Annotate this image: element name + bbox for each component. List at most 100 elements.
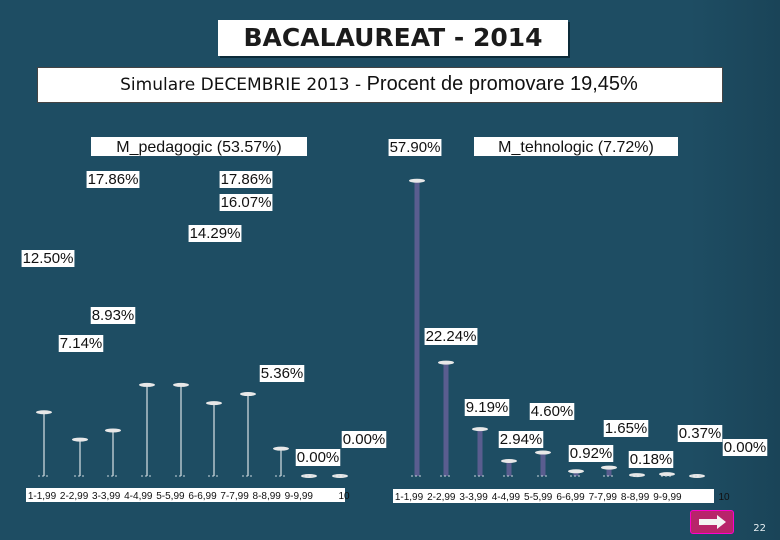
bar-marker <box>438 360 454 365</box>
data-label-bg <box>722 439 768 456</box>
data-label-bg <box>498 431 544 448</box>
category-axis-bg <box>26 488 345 502</box>
bar-marker <box>206 401 222 406</box>
category-axis-bg <box>393 489 714 503</box>
category-label-tehnologic: 5-5,99 <box>524 492 553 503</box>
category-label-tehnologic: 8-8,99 <box>621 492 650 503</box>
bar-marker <box>601 465 617 470</box>
bar-stem <box>213 403 215 476</box>
category-label-pedagogic: 8-8,99 <box>253 491 282 502</box>
data-label-bg <box>464 399 510 416</box>
data-label-bg <box>219 194 273 211</box>
data-label-bg <box>529 403 575 420</box>
chart-title-box <box>474 137 678 156</box>
chart-title: M_pedagogic (53.57%) <box>116 139 281 156</box>
bar-marker <box>409 178 425 183</box>
category-label-tehnologic: 4-4,99 <box>492 492 521 503</box>
category-label-tehnologic: 3-3,99 <box>459 492 488 503</box>
subtitle-part2: Procent de promovare 19,45% <box>366 73 638 95</box>
data-label-bg <box>628 451 674 468</box>
bar-stem <box>443 362 449 476</box>
bar-stem <box>247 394 249 476</box>
data-label-bg <box>90 307 136 324</box>
chart-title: M_tehnologic (7.72%) <box>498 139 654 156</box>
data-label: 22.24% <box>426 328 477 345</box>
data-label-bg <box>86 171 140 188</box>
data-label: 7.14% <box>60 335 103 352</box>
chart-title-box <box>91 137 307 156</box>
data-label: 8.93% <box>92 307 135 324</box>
bar-marker <box>535 450 551 455</box>
bar-marker <box>659 472 675 477</box>
bar-marker <box>240 392 256 397</box>
bar-marker <box>173 382 189 387</box>
category-label-tehnologic: 10 <box>718 492 730 503</box>
category-label-pedagogic: 7-7,99 <box>220 491 249 502</box>
subtitle: Simulare DECEMBRIE 2013 - Procent de pro… <box>37 67 721 101</box>
data-label: 57.90% <box>390 139 441 156</box>
category-label-tehnologic: 2-2,99 <box>427 492 456 503</box>
category-label-pedagogic: 9-9,99 <box>285 491 314 502</box>
data-label-bg <box>219 171 273 188</box>
data-label: 5.36% <box>261 365 304 382</box>
data-label: 1.65% <box>605 420 648 437</box>
title-box <box>218 20 568 56</box>
bar-stem <box>506 461 512 476</box>
data-label: 9.19% <box>466 399 509 416</box>
data-label: 0.00% <box>297 449 340 466</box>
bar-stem <box>606 467 612 476</box>
arrow-right-icon <box>699 515 726 529</box>
bar-stem <box>573 471 579 476</box>
category-label-tehnologic: 6-6,99 <box>556 492 585 503</box>
bar-marker <box>472 427 488 432</box>
bar-stem <box>414 180 420 476</box>
subtitle-part1: Simulare DECEMBRIE 2013 - <box>120 75 367 95</box>
next-slide-button[interactable] <box>690 510 734 534</box>
page-title: BACALAUREAT - 2014 <box>243 23 543 52</box>
bar-marker <box>273 446 289 451</box>
page-number: 22 <box>753 523 766 534</box>
data-label: 17.86% <box>221 171 272 188</box>
data-label: 0.00% <box>724 439 767 456</box>
bar-stem <box>112 430 114 476</box>
data-label: 4.60% <box>531 403 574 420</box>
bar-stem <box>540 452 546 476</box>
data-label: 0.18% <box>630 451 673 468</box>
category-label-tehnologic: 1-1,99 <box>395 492 424 503</box>
bar-marker <box>72 437 88 442</box>
category-label-pedagogic: 10 <box>338 491 350 502</box>
category-label-pedagogic: 2-2,99 <box>60 491 89 502</box>
category-label-pedagogic: 1-1,99 <box>28 491 57 502</box>
data-label: 14.29% <box>190 225 241 242</box>
data-label-bg <box>341 431 387 448</box>
category-label-pedagogic: 3-3,99 <box>92 491 121 502</box>
data-label-bg <box>259 365 305 382</box>
data-label-bg <box>58 335 104 352</box>
data-label-bg <box>188 225 242 242</box>
bar-marker <box>105 428 121 433</box>
bar-marker <box>501 459 517 464</box>
data-label-bg <box>424 328 478 345</box>
data-label: 16.07% <box>221 194 272 211</box>
category-label-tehnologic: 7-7,99 <box>589 492 618 503</box>
bar-stem <box>280 448 282 476</box>
category-label-pedagogic: 5-5,99 <box>156 491 185 502</box>
category-label-pedagogic: 6-6,99 <box>188 491 217 502</box>
data-label-bg <box>677 425 723 442</box>
data-label: 17.86% <box>88 171 139 188</box>
subtitle-box <box>37 67 723 103</box>
bar-stem <box>43 412 45 476</box>
bar-stem <box>180 384 182 476</box>
category-label-pedagogic: 4-4,99 <box>124 491 153 502</box>
data-label-bg <box>568 445 614 462</box>
data-label-bg <box>21 250 75 267</box>
data-label: 0.00% <box>343 431 386 448</box>
bar-marker <box>139 382 155 387</box>
data-label: 0.92% <box>570 445 613 462</box>
data-label: 12.50% <box>23 250 74 267</box>
bar-stem <box>79 439 81 476</box>
bar-marker <box>36 410 52 415</box>
bar-stem <box>477 429 483 476</box>
bar-stem <box>146 384 148 476</box>
